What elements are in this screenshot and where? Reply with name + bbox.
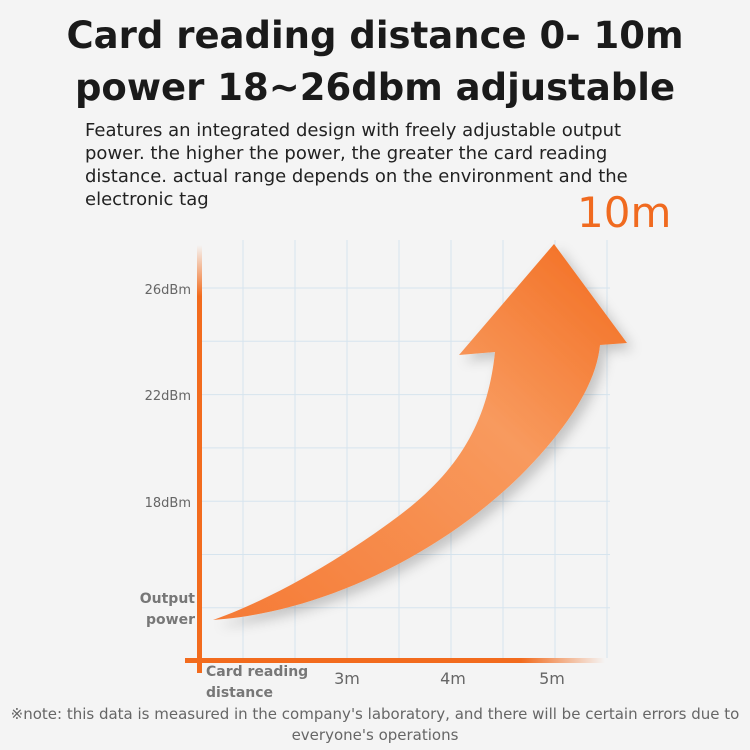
title-line-2: power 18~26dbm adjustable (74, 66, 676, 109)
y-tick-26: 26dBm (145, 283, 191, 298)
y-tick-18: 18dBm (145, 496, 191, 511)
y-tick-22: 22dBm (145, 389, 191, 404)
y-axis (197, 245, 202, 673)
x-tick-3m: 3m (334, 669, 360, 688)
x-axis (185, 658, 605, 663)
rising-arrow (213, 244, 627, 620)
description: Features an integrated design with freel… (85, 120, 628, 210)
title-line-1: Card reading distance 0- 10m (66, 14, 684, 57)
x-axis-label: Card reading distance (206, 664, 309, 701)
max-distance-label: 10m (577, 188, 672, 237)
y-axis-label: Output power (139, 591, 195, 628)
footnote: ※note: this data is measured in the comp… (10, 705, 740, 744)
x-tick-4m: 4m (440, 669, 466, 688)
x-tick-5m: 5m (539, 669, 565, 688)
